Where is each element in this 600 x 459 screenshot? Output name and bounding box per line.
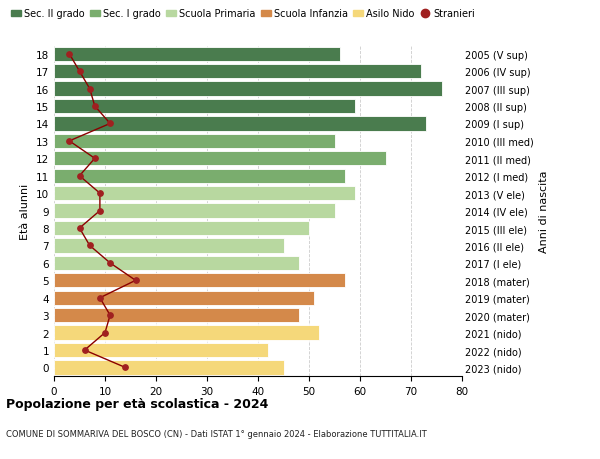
Bar [54,239,284,253]
Bar [54,187,355,201]
Text: COMUNE DI SOMMARIVA DEL BOSCO (CN) - Dati ISTAT 1° gennaio 2024 - Elaborazione T: COMUNE DI SOMMARIVA DEL BOSCO (CN) - Dat… [6,429,427,438]
Bar [54,221,309,235]
Bar [54,117,426,131]
Point [65,138,74,145]
Y-axis label: Anni di nascita: Anni di nascita [539,170,549,252]
Point [95,190,105,197]
Point [85,242,95,250]
Y-axis label: Età alunni: Età alunni [20,183,31,239]
Bar [54,100,355,114]
Point [106,312,115,319]
Bar [54,343,268,358]
Bar [54,65,421,79]
Bar [54,204,335,218]
Bar [54,47,340,62]
Point [75,68,85,76]
Point [106,260,115,267]
Point [131,277,140,285]
Point [80,347,89,354]
Bar [54,326,319,340]
Bar [54,361,284,375]
Point [85,86,95,93]
Point [75,173,85,180]
Bar [54,308,299,323]
Point [95,294,105,302]
Text: Popolazione per età scolastica - 2024: Popolazione per età scolastica - 2024 [6,397,268,410]
Point [121,364,130,371]
Point [65,51,74,58]
Legend: Sec. II grado, Sec. I grado, Scuola Primaria, Scuola Infanzia, Asilo Nido, Stran: Sec. II grado, Sec. I grado, Scuola Prim… [11,10,475,19]
Bar [54,256,299,270]
Bar [54,274,345,288]
Point [106,121,115,128]
Point [95,207,105,215]
Point [90,103,100,111]
Bar [54,291,314,305]
Bar [54,82,442,96]
Point [100,329,110,336]
Bar [54,134,335,149]
Point [90,155,100,162]
Bar [54,169,345,184]
Bar [54,152,386,166]
Point [75,225,85,232]
